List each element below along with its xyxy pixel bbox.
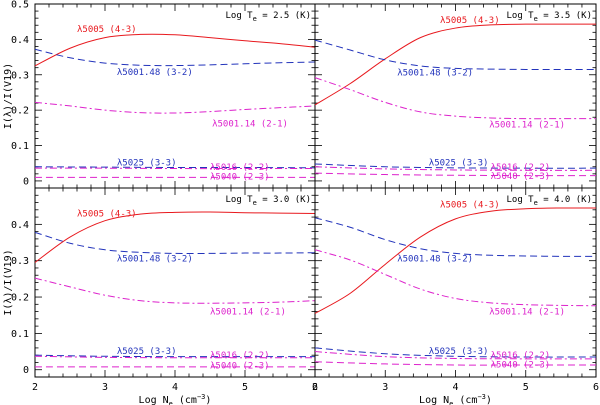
series-label: λ5001.14 (2-1) <box>210 308 286 318</box>
series-line-5 <box>34 355 315 359</box>
series-line-4 <box>314 163 597 169</box>
series-label: λ5005 (4-3) <box>440 200 500 210</box>
series-line-1 <box>34 33 316 67</box>
x-tick-label: 3 <box>382 382 388 393</box>
series-line-6 <box>314 172 597 177</box>
series-line-4 <box>314 347 597 358</box>
series-label: λ5001.48 (3-2) <box>117 68 193 78</box>
y-tick-label: 0 <box>23 176 29 187</box>
panel-1: 0 0.1 0.2 0.3 0.4 0.5 I(λ)/I(V19) Log Te = 2.5 … <box>3 0 316 189</box>
x-tick-label: 5 <box>523 382 529 393</box>
y-tick-label: 0.1 <box>11 141 29 152</box>
x-axis-label: Log Ne (cm−3) <box>139 393 212 405</box>
series-line-2 <box>34 48 316 67</box>
series-label: λ5025 (3-3) <box>117 347 177 357</box>
y-tick-label: 0.3 <box>11 70 29 81</box>
y-tick-label: 0.2 <box>11 106 29 117</box>
y-tick-label: 0.2 <box>11 293 29 304</box>
y-tick-label: 0.4 <box>11 220 29 231</box>
series-label: λ5001.14 (2-1) <box>489 308 565 318</box>
series-label: λ5040 (2-3) <box>491 361 551 371</box>
series-label: λ5025 (3-3) <box>117 159 177 169</box>
series-label: λ5040 (2-3) <box>491 172 551 182</box>
series-label: λ5040 (2-3) <box>210 172 270 182</box>
series-line-1 <box>314 207 597 314</box>
series-label: λ5001.48 (3-2) <box>397 69 473 79</box>
y-tick-label: 0.3 <box>11 256 29 267</box>
series-line-4 <box>34 354 315 358</box>
x-tick-label: 4 <box>452 382 458 393</box>
series-line-3 <box>314 249 597 307</box>
series-label: λ5005 (4-3) <box>77 25 137 35</box>
series-label: λ5016 (2-2) <box>491 351 551 361</box>
panel-2: Log Te = 3.5 (K) λ5005 (4-3) λ5001.48 (3-2… <box>314 3 597 189</box>
series-label: λ5001.48 (3-2) <box>397 255 473 265</box>
series-label: λ5040 (2-3) <box>210 361 270 371</box>
series-line-3 <box>314 77 596 120</box>
series-label: λ5005 (4-3) <box>440 16 500 26</box>
series-label: λ5025 (3-3) <box>429 159 489 169</box>
y-tick-label: 0.4 <box>11 35 29 46</box>
panel-4: 2 3 4 5 6 Log Ne (cm−3) Log Te = 4.0 (K) λ5005 … <box>312 187 599 405</box>
x-axis-label: Log Ne (cm−3) <box>419 393 492 405</box>
x-tick-label: 2 <box>312 382 318 393</box>
panel-title: Log Te = 3.0 (K) <box>226 195 312 207</box>
panel-title: Log Te = 3.5 (K) <box>507 11 593 23</box>
series-label: λ5005 (4-3) <box>77 209 137 219</box>
x-tick-label: 4 <box>172 382 178 393</box>
x-tick-label: 6 <box>312 382 318 393</box>
x-tick-label: 3 <box>102 382 108 393</box>
series-line-1 <box>314 23 596 106</box>
series-line-3 <box>34 101 316 114</box>
panel-title: Log Te = 2.5 (K) <box>226 11 312 23</box>
x-tick-label: 2 <box>32 382 38 393</box>
series-label: λ5001.14 (2-1) <box>489 120 565 130</box>
series-line-2 <box>314 39 596 70</box>
series-line-5 <box>314 351 597 360</box>
panel-title: Log Te = 4.0 (K) <box>507 195 593 207</box>
y-tick-label: 0.1 <box>11 329 29 340</box>
y-tick-label: 0 <box>23 365 29 376</box>
series-label: λ5001.14 (2-1) <box>212 120 288 130</box>
series-line-3 <box>34 277 316 304</box>
series-line-1 <box>34 211 316 263</box>
x-tick-label: 5 <box>242 382 248 393</box>
series-label: λ5016 (2-2) <box>210 351 270 361</box>
series-label: λ5016 (2-2) <box>491 163 551 173</box>
y-axis-label: I(λ)/I(V19) <box>3 249 14 315</box>
series-line-2 <box>34 231 316 255</box>
series-line-4 <box>34 166 316 169</box>
panel-3: 0 0.1 0.2 0.3 0.4 I(λ)/I(V19) 2 3 4 5 6 Log Ne (cm−… <box>3 187 318 405</box>
series-label: λ5016 (2-2) <box>210 163 270 173</box>
series-label: λ5001.48 (3-2) <box>117 255 193 265</box>
series-line-5 <box>314 166 597 171</box>
y-tick-label: 0.5 <box>11 0 29 11</box>
series-line-6 <box>314 361 596 366</box>
y-axis-label: I(λ)/I(V19) <box>3 63 14 129</box>
series-line-2 <box>314 217 597 257</box>
x-tick-label: 6 <box>593 382 599 393</box>
series-label: λ5025 (3-3) <box>429 347 489 357</box>
